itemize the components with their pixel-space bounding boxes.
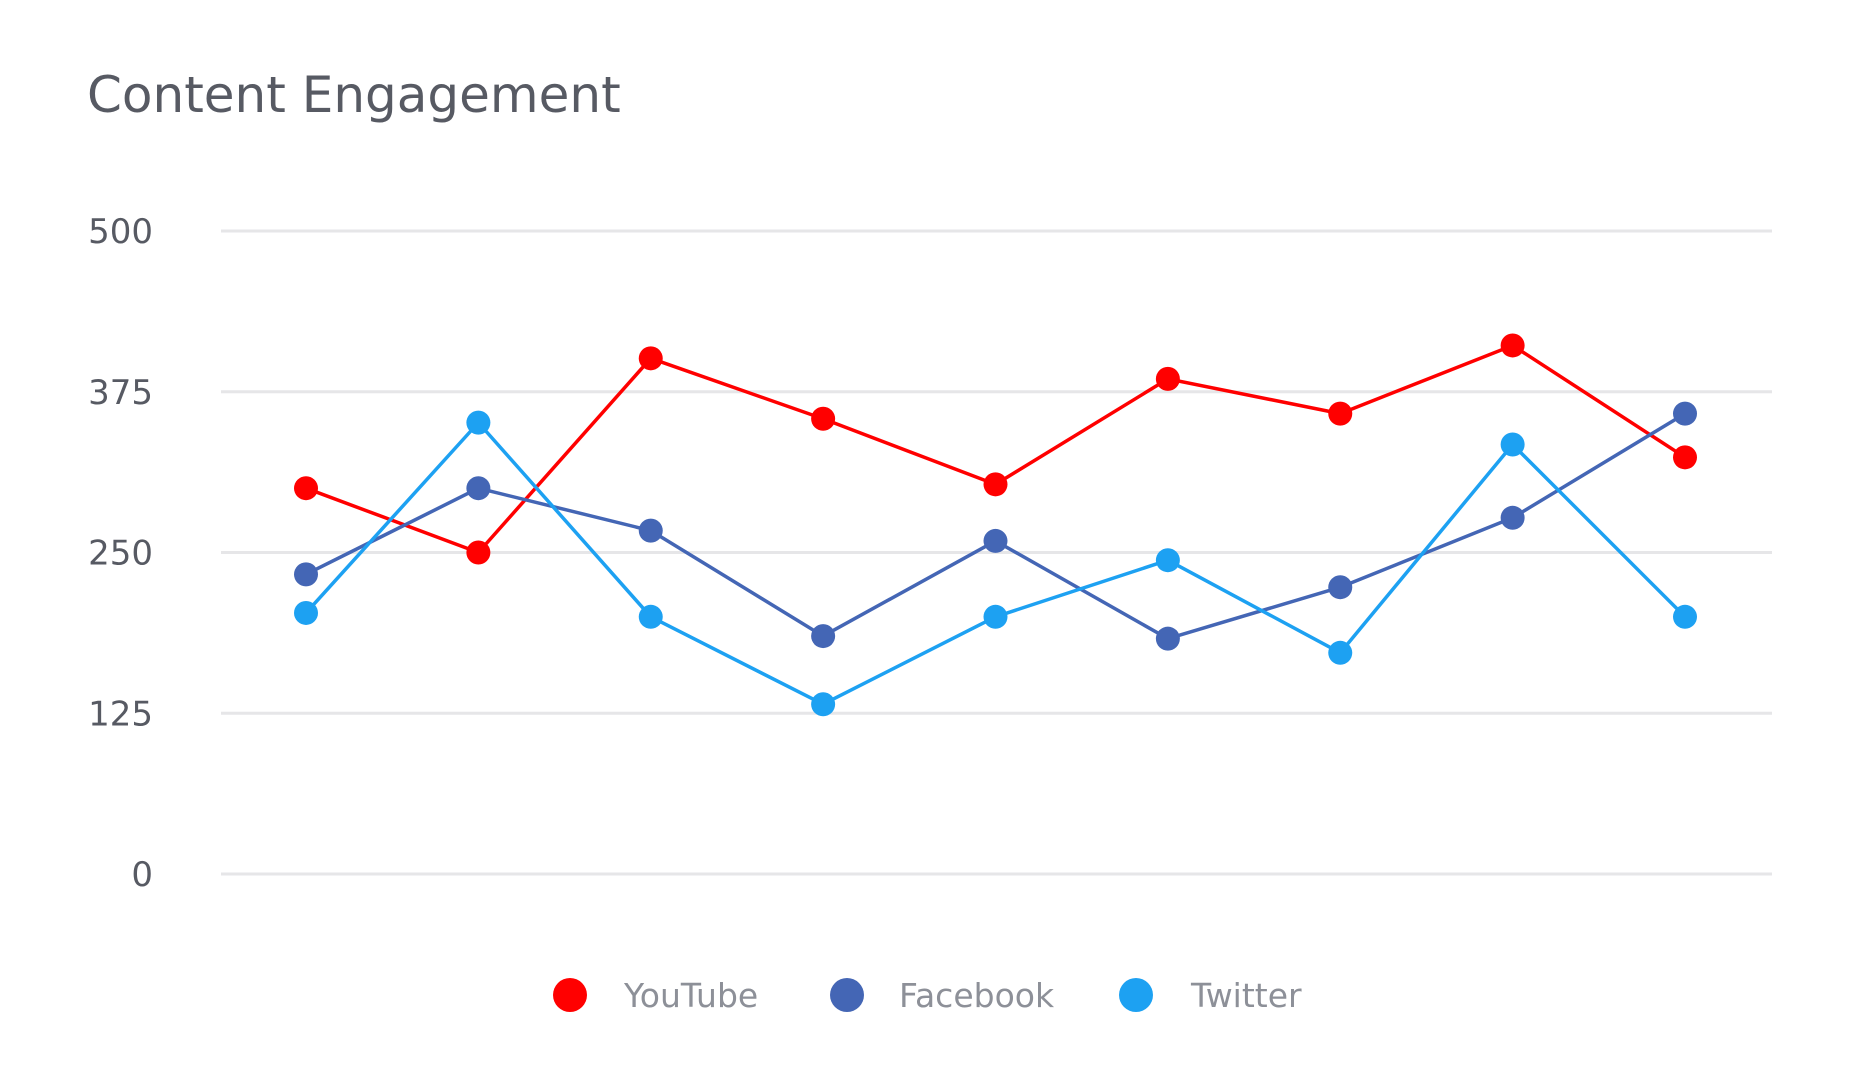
legend-label: Facebook <box>899 976 1055 1015</box>
data-point <box>1673 445 1697 470</box>
data-point <box>1328 575 1353 600</box>
series-line <box>305 343 1686 555</box>
data-point <box>1328 401 1353 426</box>
series-twitter <box>294 410 1697 717</box>
data-point <box>294 562 318 587</box>
legend-item-facebook: Facebook <box>830 976 1055 1015</box>
data-point <box>638 518 663 543</box>
data-point <box>811 624 836 649</box>
legend-label: Twitter <box>1190 976 1302 1015</box>
data-point <box>1155 366 1180 391</box>
data-point <box>811 406 836 431</box>
data-point <box>1500 333 1525 358</box>
data-point <box>1328 640 1353 665</box>
y-tick-label: 375 <box>88 373 153 413</box>
legend-item-youtube: YouTube <box>553 976 758 1015</box>
legend-item-twitter: Twitter <box>1119 976 1302 1015</box>
data-point <box>983 528 1008 553</box>
data-point <box>1673 604 1697 629</box>
data-point <box>1500 432 1525 457</box>
legend-marker-icon <box>1119 978 1153 1012</box>
data-point <box>294 600 318 625</box>
data-point <box>811 692 836 717</box>
data-point <box>466 540 491 565</box>
data-point <box>983 472 1008 497</box>
y-tick-label: 125 <box>88 694 153 734</box>
series-line <box>304 420 1687 706</box>
series-facebook <box>294 401 1697 651</box>
data-point <box>466 476 491 501</box>
data-point <box>1155 548 1180 573</box>
data-point <box>638 346 663 371</box>
y-tick-label: 250 <box>88 534 153 574</box>
data-point <box>1500 505 1525 530</box>
data-point <box>1155 626 1180 651</box>
data-point <box>983 604 1008 629</box>
series-youtube <box>294 333 1697 565</box>
data-point <box>1673 401 1697 426</box>
data-point <box>466 410 491 435</box>
chart-title: Content Engagement <box>87 66 621 124</box>
legend-label: YouTube <box>623 976 758 1015</box>
data-point <box>638 604 663 629</box>
legend-marker-icon <box>830 978 864 1012</box>
y-tick-label: 0 <box>131 855 153 895</box>
data-point <box>294 476 318 501</box>
y-tick-label: 500 <box>88 212 153 252</box>
legend-marker-icon <box>553 978 587 1012</box>
